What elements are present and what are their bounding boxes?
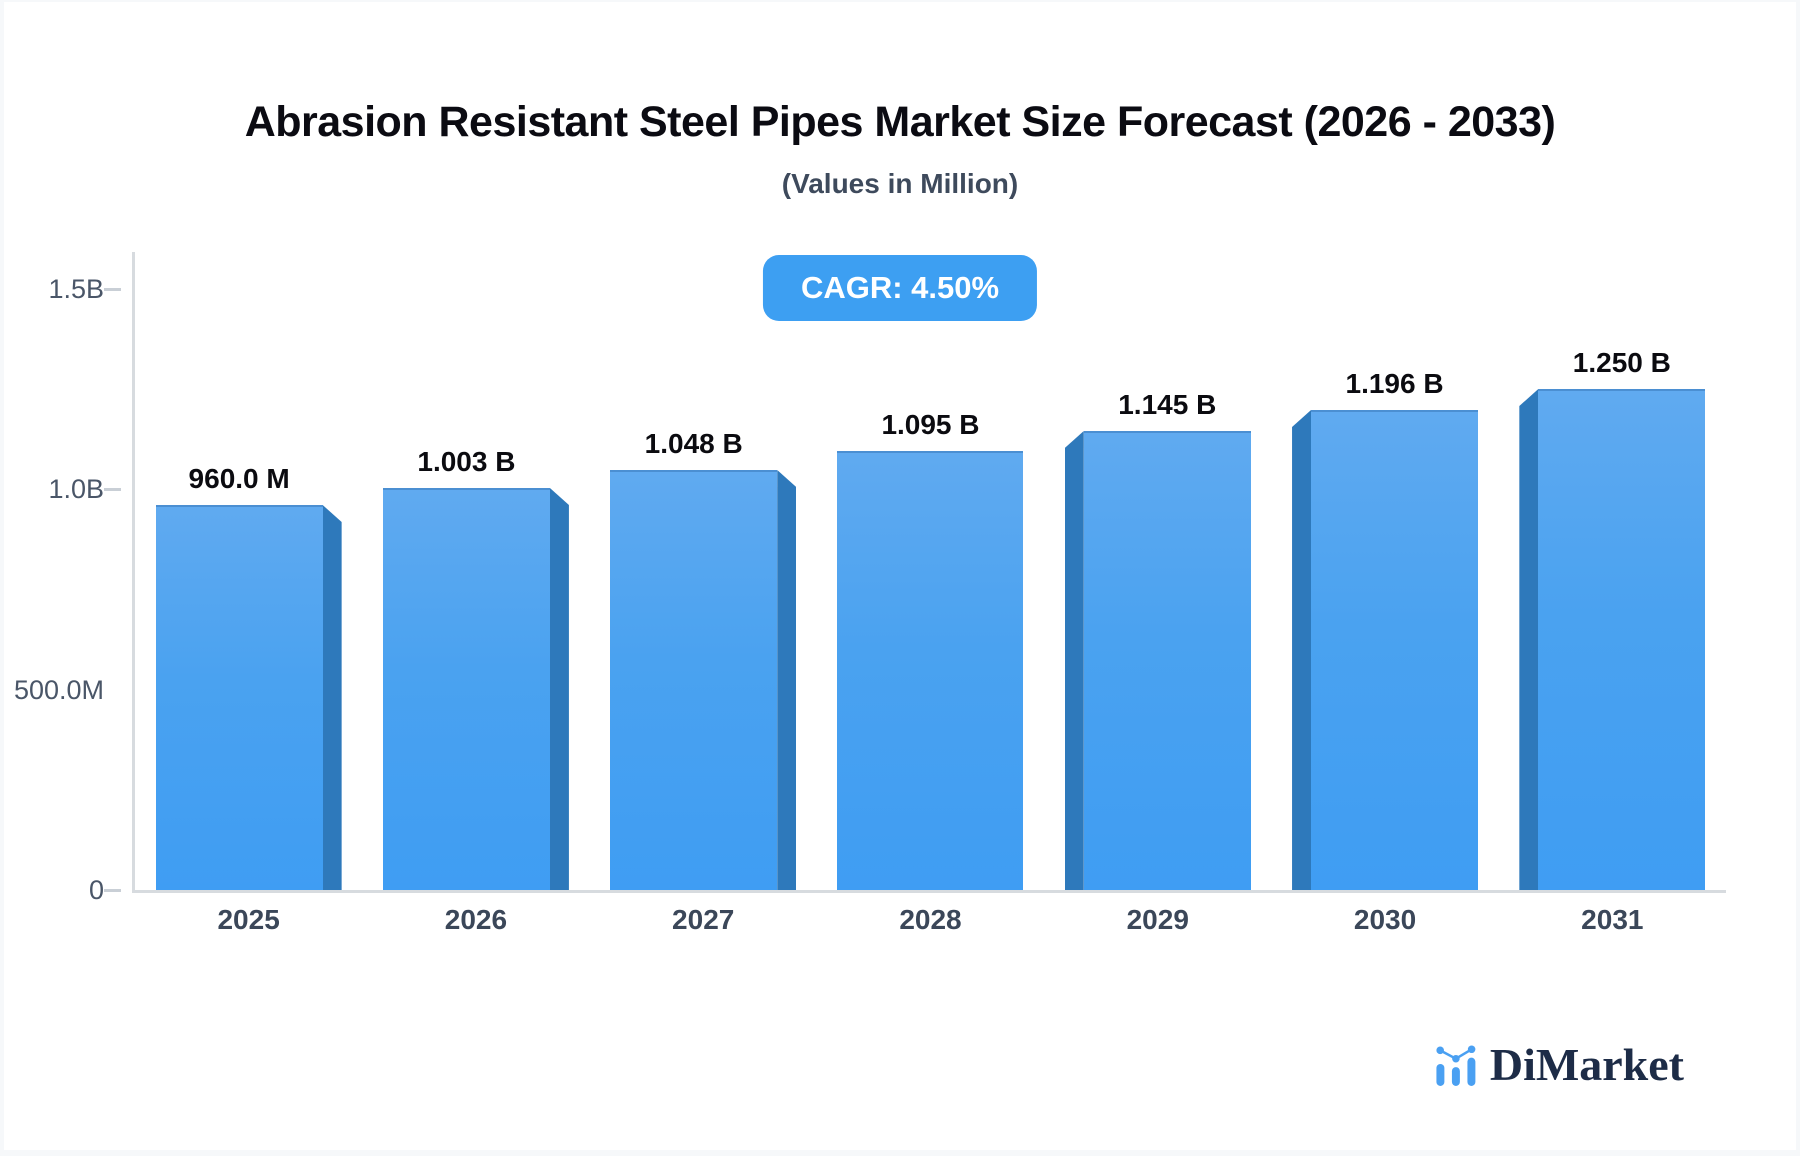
bar-slot: 1.250 B (1499, 254, 1726, 890)
x-tick-label: 2031 (1581, 904, 1644, 935)
y-axis-line (132, 252, 135, 893)
y-tick-label: 1.5B (48, 273, 104, 304)
bar-2027: 1.048 B (610, 428, 797, 890)
bar-slot: 960.0 M (135, 254, 362, 890)
bar-2029: 1.145 B (1064, 389, 1251, 890)
bar-value-label: 960.0 M (188, 463, 290, 494)
x-axis-line (132, 890, 1726, 893)
bar-value-label: 1.196 B (1345, 368, 1444, 399)
x-tick-label: 2027 (672, 904, 735, 935)
y-tick-label: 500.0M (13, 674, 104, 705)
x-tick-label: 2025 (217, 904, 280, 935)
dimarket-logo: DiMarket (1436, 1042, 1684, 1088)
chart-card: Abrasion Resistant Steel Pipes Market Si… (4, 2, 1796, 1150)
y-tick-label: 0 (88, 875, 104, 905)
y-tick-dash (104, 287, 121, 291)
bar-face (1538, 389, 1706, 890)
bar-slot: 1.095 B (817, 254, 1044, 890)
x-tick-label: 2030 (1353, 904, 1417, 935)
chart-title: Abrasion Resistant Steel Pipes Market Si… (244, 98, 1556, 146)
bars-row: 960.0 M 1.003 B 1.048 B 1.095 B 1.145 B 1.196… (135, 254, 1726, 890)
bar-face (837, 451, 1024, 890)
cagr-badge: CAGR: 4.50% (762, 255, 1038, 321)
y-tick-dash (104, 889, 121, 892)
x-tick-label: 2026 (444, 904, 508, 935)
dimarket-logo-icon (1436, 1045, 1476, 1086)
bar-depth-face (1064, 431, 1084, 890)
bar-slot: 1.196 B (1271, 254, 1498, 890)
bar-2028: 1.095 B (837, 409, 1024, 890)
bar-face (382, 488, 550, 890)
bar-2026: 1.003 B (382, 446, 569, 890)
bar-depth-face (1519, 389, 1539, 890)
bar-depth-face (322, 505, 342, 890)
bar-2030: 1.196 B (1292, 368, 1479, 890)
bar-slot: 1.048 B (590, 254, 817, 890)
bar-value-label: 1.003 B (417, 446, 516, 477)
bar-face (1083, 431, 1251, 890)
bar-face (610, 470, 778, 890)
plot-area: 1.5B 1.0B 500.0M 0 960.0 M 1.003 B 1.048 B 1.0… (4, 2, 1796, 1150)
bar-depth-face (1292, 410, 1312, 890)
bar-value-label: 1.095 B (881, 409, 980, 440)
bar-2025: 960.0 M (155, 463, 342, 890)
x-tick-label: 2029 (1126, 904, 1189, 935)
bar-slot: 1.145 B (1044, 254, 1271, 890)
y-tick-dash (104, 488, 121, 491)
bar-face (1311, 410, 1479, 890)
dimarket-logo-text: DiMarket (1489, 1039, 1684, 1090)
chart-subtitle: (Values in Million) (781, 168, 1019, 199)
bar-slot: 1.003 B (362, 254, 589, 890)
y-tick-label: 1.0B (48, 474, 104, 504)
bar-depth-face (549, 488, 569, 890)
bar-depth-face (777, 470, 797, 890)
x-axis-labels: 2025 2026 2027 2028 2029 2030 2031 (135, 904, 1726, 936)
bar-value-label: 1.048 B (644, 428, 743, 459)
bar-2031: 1.250 B (1519, 347, 1706, 890)
bar-face (155, 505, 323, 890)
x-tick-label: 2028 (899, 904, 962, 935)
bar-value-label: 1.145 B (1118, 389, 1217, 420)
bar-value-label: 1.250 B (1572, 347, 1671, 378)
